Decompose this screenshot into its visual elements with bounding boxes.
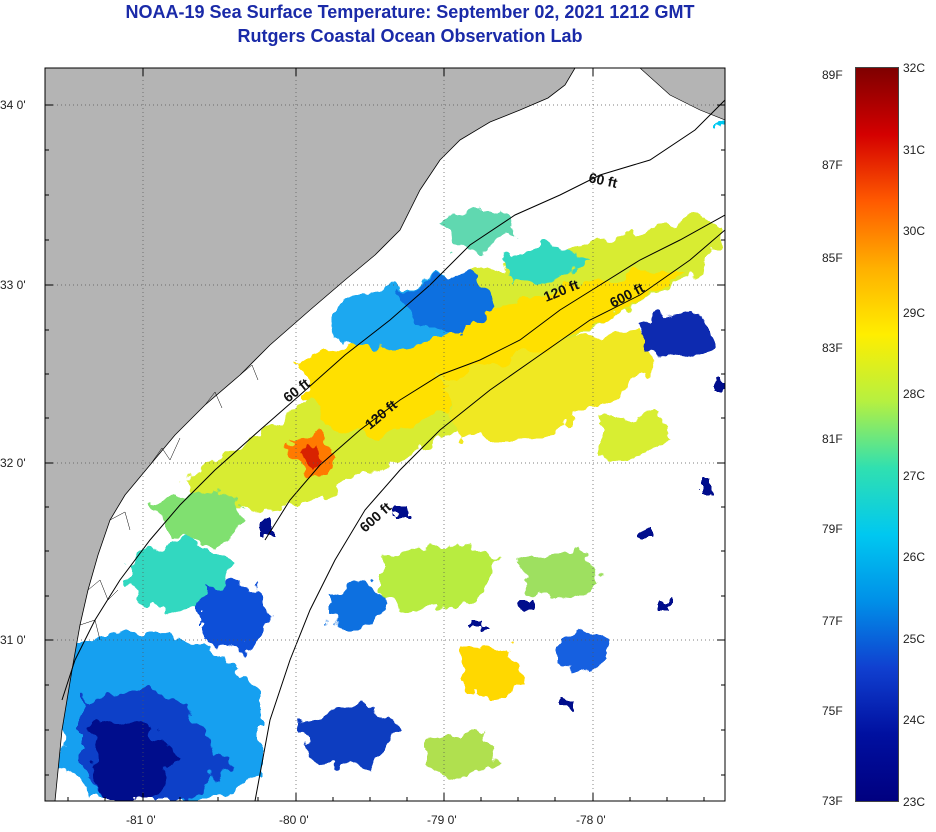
colorbar-c-25: 25C	[903, 632, 926, 646]
lat-label-31: 31 0'	[0, 633, 26, 647]
colorbar-f-79: 79F	[822, 522, 843, 536]
colorbar-c-31: 31C	[903, 143, 926, 157]
colorbar-f-77: 77F	[822, 614, 843, 628]
colorbar-f-83: 83F	[822, 341, 843, 355]
colorbar-f-89: 89F	[822, 68, 843, 82]
map-frame	[44, 67, 726, 802]
lon-label-78: -78 0'	[576, 813, 606, 827]
lat-label-33: 33 0'	[0, 278, 26, 292]
lon-label-80: -80 0'	[279, 813, 309, 827]
lon-label-79: -79 0'	[427, 813, 457, 827]
colorbar-f-87: 87F	[822, 158, 843, 172]
colorbar-f-75: 75F	[822, 704, 843, 718]
colorbar-f-85: 85F	[822, 251, 843, 265]
lon-label-81: -81 0'	[126, 813, 156, 827]
colorbar-c-26: 26C	[903, 550, 926, 564]
lat-label-32: 32 0'	[0, 456, 26, 470]
isobath-120ft	[264, 214, 725, 541]
colorbar-c-29: 29C	[903, 306, 926, 320]
sst-data-layer	[60, 120, 725, 800]
isobath-60ft	[61, 99, 725, 701]
colorbar-c-30: 30C	[903, 224, 926, 238]
graticule	[45, 68, 725, 801]
colorbar-c-27: 27C	[903, 469, 926, 483]
colorbar-c-23: 23C	[903, 795, 926, 809]
colorbar	[855, 67, 899, 802]
lat-label-34: 34 0'	[0, 98, 26, 112]
colorbar-f-81: 81F	[822, 432, 843, 446]
map-title: NOAA-19 Sea Surface Temperature: Septemb…	[125, 2, 695, 22]
map-subtitle: Rutgers Coastal Ocean Observation Lab	[237, 26, 583, 46]
colorbar-f-73: 73F	[822, 794, 843, 808]
colorbar-c-24: 24C	[903, 713, 926, 727]
colorbar-c-32: 32C	[903, 61, 926, 75]
isobath-label-60ft-north: 60 ft	[587, 169, 619, 191]
colorbar-c-28: 28C	[903, 387, 926, 401]
isobath-600ft	[254, 229, 725, 801]
land-mass	[45, 68, 575, 801]
